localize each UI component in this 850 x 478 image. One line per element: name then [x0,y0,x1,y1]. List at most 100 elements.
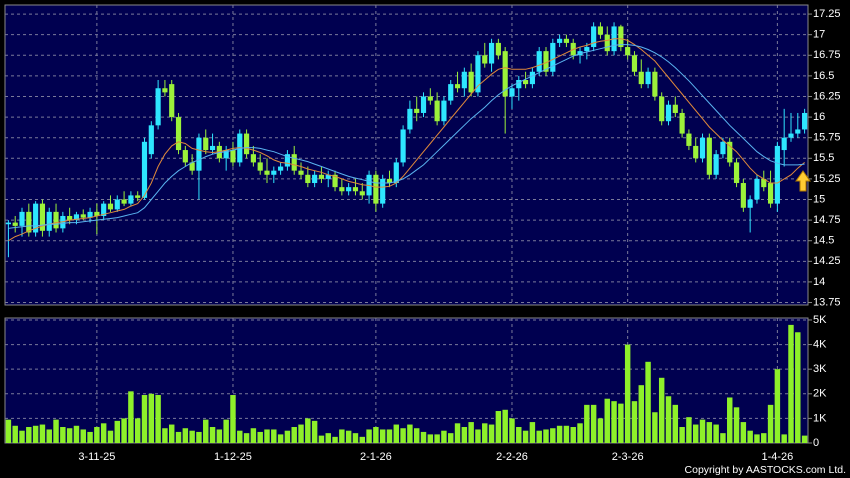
y-tick-label: 13.75 [813,296,841,308]
volume-bar [454,423,461,443]
volume-bar [196,431,202,443]
volume-bar [584,404,590,443]
candle-body [33,203,39,233]
volume-bar [46,429,52,443]
volume-bar [128,391,134,443]
candle-body [148,125,154,155]
y-tick-label: 1K [813,412,827,424]
candle-body [359,191,365,196]
volume-bar [182,428,189,443]
candle-body [604,34,610,52]
candle-body [243,133,250,155]
volume-bar [679,427,685,443]
y-tick-label: 16.5 [813,70,834,82]
candle-body [162,88,168,93]
plot-layer: 3-11-25 1-12-25 2-1-26 2-2-26 2-3-26 1-4-26 13… [5,5,841,463]
volume-bar [570,427,576,443]
volume-bar [692,424,699,443]
volume-bar [216,429,223,443]
volume-bar [733,407,740,443]
volume-bar [747,430,753,443]
volume-bar [590,404,597,443]
volume-bar [39,424,46,443]
candle-body [645,71,651,85]
candle-body [448,84,454,101]
volume-bar [352,433,359,443]
candle-body [271,170,277,175]
volume-bar [556,425,563,443]
volume-bar [522,430,529,443]
volume-bar [795,332,801,443]
candle-body [441,100,447,122]
volume-bar [577,423,583,443]
volume-bar [332,436,338,443]
volume-bar [400,428,406,443]
volume-bar [162,428,168,443]
candle-body [393,162,399,184]
candle-body [788,133,794,138]
candle-body [740,183,746,208]
volume-bar [706,422,713,443]
y-tick-label: 14.25 [813,255,841,267]
volume-bar [264,429,270,443]
candle-body [495,42,501,56]
candle-body [380,178,386,204]
candle-body [795,129,801,134]
candle-body [80,214,86,218]
volume-bar [740,422,747,443]
candle-body [325,174,331,179]
volume-bar [686,417,692,443]
volume-bar [250,428,257,443]
candle-body [618,26,624,48]
volume-bar [53,419,59,443]
volume-bar [597,418,604,443]
volume-bar [203,419,209,443]
volume-bar [658,377,665,443]
candle-body [209,145,216,151]
candle-body [12,222,18,226]
volume-bar [754,434,760,443]
candle-body [523,80,529,85]
candle-body [706,137,712,175]
candle-body [488,42,495,64]
candle-body [250,154,256,163]
candle-body [427,96,433,101]
candle-body [223,150,229,159]
candle-body [482,55,488,64]
y-tick-label: 15.25 [813,173,841,185]
candle-body [672,104,678,113]
candle-body [128,195,134,204]
candle-body [73,214,80,221]
candle-body [727,141,733,163]
volume-bar [386,429,393,443]
y-tick-label: 15 [813,193,825,205]
candle-body [284,154,290,167]
candle-body [352,187,359,192]
x-tick-label: 1-4-26 [761,451,793,463]
candle-body [659,96,665,122]
volume-bar [495,411,502,443]
candle-body [509,88,515,97]
candle-body [67,215,73,221]
candle-body [781,137,787,151]
candle-body [693,145,699,159]
volume-bar [461,427,468,443]
volume-bar [223,419,229,443]
candle-body [257,162,263,171]
volume-bar [801,435,808,443]
candle-body [373,174,379,204]
volume-bar [141,395,148,443]
volume-bar [427,434,434,443]
volume-bar [624,344,631,443]
volume-bar [114,420,121,443]
candle-body [46,211,52,231]
candle-body [196,137,202,171]
candle-body [631,55,638,72]
volume-bar [148,393,155,443]
candle-body [761,178,767,188]
candle-body [407,108,413,130]
candle-body [169,84,175,118]
candle-body [175,117,182,151]
candle-body [101,203,107,216]
volume-bar [781,434,787,443]
